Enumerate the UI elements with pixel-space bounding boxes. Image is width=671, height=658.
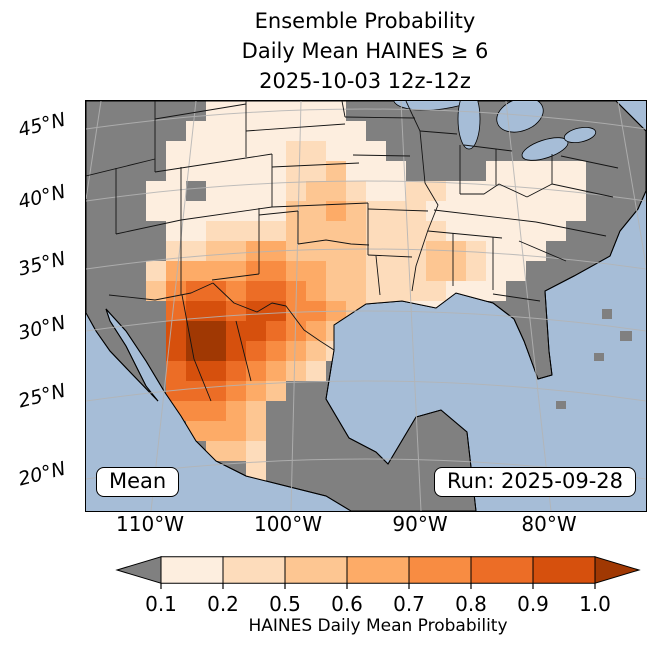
lat-label-35n: 35°N [16, 247, 68, 281]
ocean-specks [556, 309, 632, 409]
lakes [393, 101, 597, 161]
state-borders [86, 101, 619, 402]
lon-label-110w: 110°W [116, 512, 184, 536]
lat-label-40n: 40°N [16, 180, 68, 214]
lat-label-30n: 30°N [16, 311, 68, 345]
colorbar-tick: 0.6 [331, 592, 363, 616]
colorbar-tick: 0.2 [207, 592, 239, 616]
lake [563, 126, 597, 144]
colorbar-under-arrow [115, 556, 162, 584]
figure-title: Ensemble Probability Daily Mean HAINES ≥… [85, 6, 645, 96]
colorbar-tick: 0.8 [455, 592, 487, 616]
colorbar-tick-marks [160, 583, 596, 589]
colorbar-segments [160, 556, 596, 584]
colorbar-tick: 0.1 [145, 592, 177, 616]
title-line-3: 2025-10-03 12z-12z [259, 69, 471, 93]
lon-label-80w: 80°W [521, 512, 577, 536]
colorbar-tick-labels: 0.1 0.2 0.5 0.6 0.7 0.8 0.9 1.0 [115, 590, 641, 616]
colorbar-tick: 1.0 [579, 592, 611, 616]
colorbar: 0.1 0.2 0.5 0.6 0.7 0.8 0.9 1.0 HAINES D… [115, 556, 641, 636]
run-badge: Run: 2025-09-28 [433, 467, 636, 497]
map-panel: Mean Run: 2025-09-28 [85, 100, 647, 512]
lake [457, 101, 481, 150]
colorbar-over-arrow [594, 556, 641, 584]
lon-label-90w: 90°W [392, 512, 448, 536]
colorbar-tick: 0.7 [393, 592, 425, 616]
colorbar-canvas [115, 556, 641, 589]
colorbar-tick: 0.5 [269, 592, 301, 616]
lon-label-100w: 100°W [254, 512, 322, 536]
lat-label-45n: 45°N [16, 108, 68, 142]
colorbar-label: HAINES Daily Mean Probability [248, 616, 508, 636]
graticule [86, 101, 646, 511]
lat-label-25n: 25°N [16, 379, 68, 413]
colorbar-tick: 0.9 [517, 592, 549, 616]
title-line-1: Ensemble Probability [254, 9, 476, 33]
coastline-overlay [86, 101, 646, 511]
mean-badge: Mean [96, 467, 180, 497]
lat-label-20n: 20°N [16, 457, 68, 491]
title-line-2: Daily Mean HAINES ≥ 6 [241, 39, 489, 63]
map-canvas [86, 101, 646, 511]
